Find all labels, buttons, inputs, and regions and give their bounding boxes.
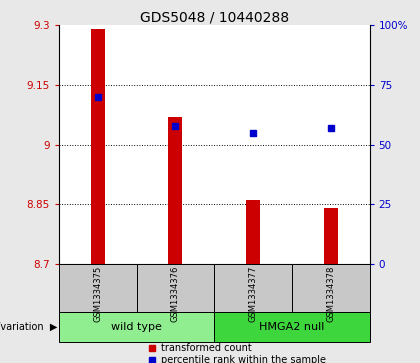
Text: transformed count: transformed count xyxy=(161,343,252,353)
Text: GSM1334376: GSM1334376 xyxy=(171,266,180,322)
Text: percentile rank within the sample: percentile rank within the sample xyxy=(161,355,326,363)
Bar xyxy=(214,312,370,342)
Text: wild type: wild type xyxy=(111,322,162,332)
Bar xyxy=(91,29,105,264)
Title: GDS5048 / 10440288: GDS5048 / 10440288 xyxy=(139,10,289,24)
Bar xyxy=(168,117,182,264)
Text: GSM1334375: GSM1334375 xyxy=(93,266,102,322)
Text: genotype/variation  ▶: genotype/variation ▶ xyxy=(0,322,57,332)
Bar xyxy=(214,264,292,312)
Text: GSM1334377: GSM1334377 xyxy=(249,266,257,322)
Text: GSM1334378: GSM1334378 xyxy=(326,266,335,322)
Bar xyxy=(136,264,214,312)
Bar xyxy=(324,208,338,264)
Text: HMGA2 null: HMGA2 null xyxy=(259,322,325,332)
Bar xyxy=(59,264,136,312)
Bar xyxy=(292,264,370,312)
Bar xyxy=(59,312,214,342)
Bar xyxy=(246,200,260,264)
